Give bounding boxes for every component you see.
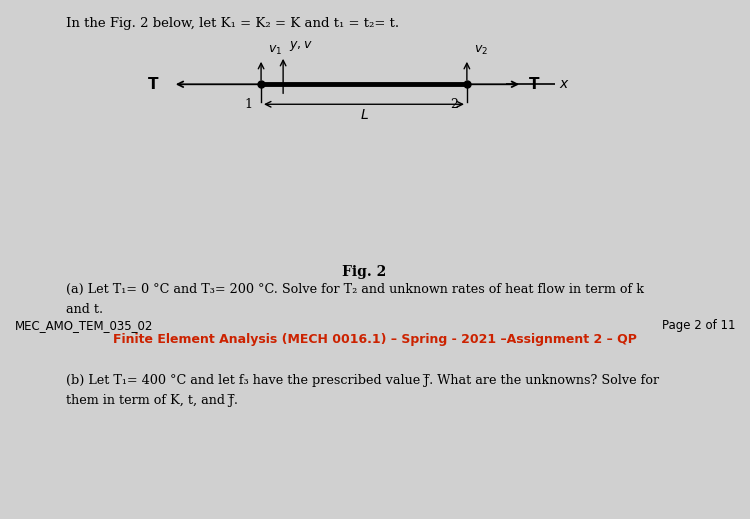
Text: 2: 2 (450, 98, 458, 111)
Text: $y,v$: $y,v$ (289, 39, 313, 53)
Text: Fig. 2: Fig. 2 (342, 265, 386, 279)
Text: Finite Element Analysis (MECH 0016.1) – Spring - 2021 –Assignment 2 – QP: Finite Element Analysis (MECH 0016.1) – … (113, 333, 637, 346)
Text: Page 2 of 11: Page 2 of 11 (662, 319, 735, 332)
Text: $v_2$: $v_2$ (474, 44, 488, 58)
Text: MEC_AMO_TEM_035_02: MEC_AMO_TEM_035_02 (15, 319, 153, 332)
Text: $\mathbf{T}$: $\mathbf{T}$ (147, 76, 160, 92)
Text: $\mathbf{T}$: $\mathbf{T}$ (528, 76, 540, 92)
Text: (b) Let T₁= 400 °C and let f₃ have the prescribed value ƒ̅. What are the unknown: (b) Let T₁= 400 °C and let f₃ have the p… (66, 374, 659, 407)
Text: In the Fig. 2 below, let K₁ = K₂ = K and t₁ = t₂= t.: In the Fig. 2 below, let K₁ = K₂ = K and… (66, 17, 400, 30)
Text: 1: 1 (244, 98, 252, 111)
Text: $x$: $x$ (559, 77, 569, 91)
Text: (a) Let T₁= 0 °C and T₃= 200 °C. Solve for T₂ and unknown rates of heat flow in : (a) Let T₁= 0 °C and T₃= 200 °C. Solve f… (66, 283, 644, 316)
Text: $v_1$: $v_1$ (268, 44, 283, 58)
Text: $L$: $L$ (359, 108, 368, 122)
